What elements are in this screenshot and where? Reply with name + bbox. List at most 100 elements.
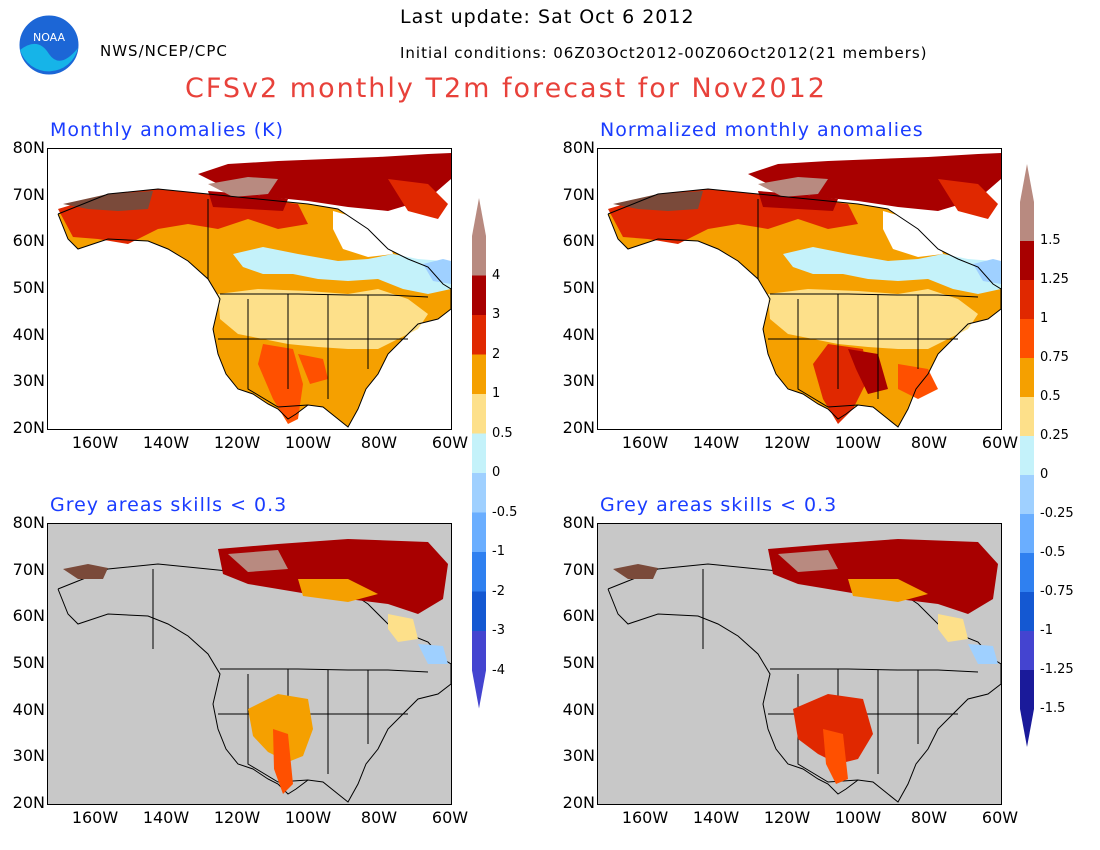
lat-tick-label: 20N	[12, 418, 45, 437]
lat-tick-label: 20N	[562, 418, 595, 437]
logo-text: NOAA	[33, 31, 66, 44]
lon-tick-label: 140W	[142, 808, 190, 827]
last-update: Last update: Sat Oct 6 2012	[400, 6, 695, 28]
anomaly-region	[783, 247, 1001, 294]
anomaly-region	[423, 259, 451, 284]
lat-tick-label: 50N	[562, 653, 595, 672]
anomaly-region	[768, 289, 978, 349]
skill-region	[823, 729, 848, 784]
lon-tick-label: 60W	[431, 433, 469, 452]
colorbar-segment	[472, 473, 486, 513]
lat-tick-label: 40N	[562, 324, 595, 344]
skill-region	[248, 694, 313, 762]
skill-region	[228, 550, 288, 572]
lon-tick-label: 160W	[621, 433, 669, 452]
skill-region	[778, 550, 838, 572]
anomaly-region	[233, 247, 451, 294]
map-top-left	[47, 148, 452, 430]
colorbar-segment	[1020, 475, 1034, 514]
lon-tick-label: 140W	[142, 433, 190, 452]
skill-region	[768, 539, 998, 614]
colorbar-segment	[1020, 319, 1034, 358]
panel-title-bottom-left: Grey areas skills < 0.3	[50, 494, 288, 516]
lat-tick-label: 50N	[12, 653, 45, 672]
lat-tick-label: 70N	[12, 184, 45, 204]
colorbar-label: -2	[492, 583, 505, 599]
panel-title-bottom-right: Grey areas skills < 0.3	[600, 494, 838, 516]
lon-tick-label: 160W	[71, 433, 119, 452]
country-border	[770, 668, 979, 673]
lat-tick-label: 70N	[12, 559, 45, 579]
colorbar-segment	[1020, 202, 1034, 241]
colorbar-segment	[1020, 514, 1034, 553]
map-top-right	[597, 148, 1002, 430]
lat-tick-label: 40N	[562, 699, 595, 719]
lon-tick-label: 100W	[834, 808, 882, 827]
agency-label: NWS/NCEP/CPC	[100, 42, 228, 60]
lon-tick-label: 60W	[431, 808, 469, 827]
colorbar-label: 2	[492, 346, 501, 362]
lon-tick-label: 80W	[910, 433, 948, 452]
lat-tick-label: 70N	[562, 184, 595, 204]
lon-tick-label: 80W	[360, 433, 398, 452]
colorbar-label: 3	[492, 307, 501, 322]
lon-tick-label: 100W	[284, 808, 332, 827]
colorbar-segment	[1020, 436, 1034, 475]
lon-tick-label: 160W	[621, 808, 669, 827]
country-border	[220, 668, 429, 673]
skill-region	[848, 579, 928, 602]
colorbar-segment	[472, 591, 486, 631]
lon-tick-label: 100W	[284, 433, 332, 452]
colorbar-label: -1.25	[1040, 662, 1074, 677]
lat-tick-label: 60N	[562, 231, 595, 251]
lat-tick-label: 80N	[12, 138, 45, 157]
colorbar-label: -1	[1040, 623, 1053, 638]
lon-tick-label: 60W	[981, 808, 1019, 827]
anomaly-region	[748, 153, 1001, 211]
skill-region	[968, 644, 998, 664]
anomaly-region	[388, 179, 448, 219]
lat-tick-label: 20N	[562, 793, 595, 812]
colorbar-segment	[472, 552, 486, 592]
colorbar-segment	[1020, 397, 1034, 436]
lat-tick-label: 60N	[562, 606, 595, 626]
lon-tick-label: 120W	[763, 808, 811, 827]
lon-tick-label: 60W	[981, 433, 1019, 452]
hudson-bay	[883, 211, 943, 257]
skill-region	[63, 564, 108, 579]
hudson-bay	[333, 211, 393, 257]
page-title: CFSv2 monthly T2m forecast for Nov2012	[185, 73, 827, 104]
colorbar-segment	[1020, 631, 1034, 670]
state-border	[797, 299, 859, 408]
colorbar-label: 0	[1040, 467, 1049, 482]
skill-region	[388, 614, 418, 642]
colorbar-segment	[472, 315, 486, 355]
colorbar-label: -1	[492, 544, 505, 559]
colorbar-segment	[472, 433, 486, 473]
lat-tick-label: 80N	[562, 513, 595, 532]
anomaly-region	[218, 289, 428, 349]
lat-tick-label: 30N	[562, 746, 595, 766]
colorbar-top-arrow	[1020, 164, 1034, 202]
colorbar-label: 0.25	[1040, 428, 1069, 443]
anomaly-region	[898, 364, 938, 399]
skill-region	[938, 614, 968, 642]
colorbar-label: 0	[492, 465, 501, 480]
anomaly-region	[63, 191, 153, 211]
colorbar-bottom-arrow	[472, 670, 486, 709]
colorbar-segment	[1020, 592, 1034, 631]
skill-region	[793, 694, 873, 764]
colorbar-segment	[1020, 280, 1034, 319]
anomaly-region	[973, 259, 1001, 284]
anomaly-region	[938, 179, 998, 219]
lat-tick-label: 60N	[12, 231, 45, 251]
lat-tick-label: 80N	[12, 513, 45, 532]
colorbar-segment	[472, 354, 486, 394]
colorbar-label: -3	[492, 623, 505, 638]
panel-title-top-right: Normalized monthly anomalies	[600, 119, 924, 141]
colorbar-label: 1	[492, 386, 501, 401]
lon-tick-label: 80W	[910, 808, 948, 827]
colorbar-bottom-arrow	[1020, 709, 1034, 747]
noaa-logo: NOAA	[18, 14, 80, 76]
colorbar-label: 1.5	[1040, 233, 1061, 248]
